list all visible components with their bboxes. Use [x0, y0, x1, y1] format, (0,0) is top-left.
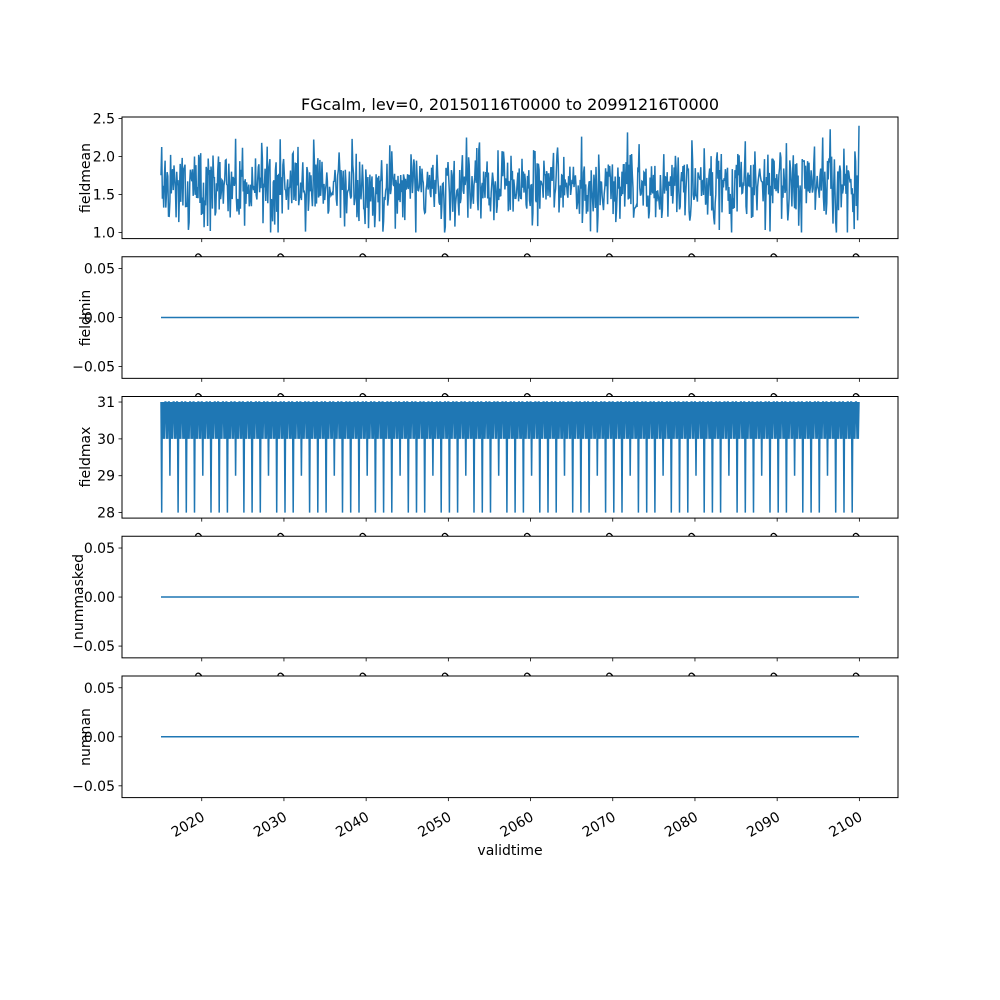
x-tick-label: 2030	[251, 809, 290, 841]
y-tick-label: −0.05	[72, 639, 115, 655]
x-tick-label: 2040	[333, 809, 372, 841]
y-tick-label: 0.00	[84, 311, 115, 327]
y-tick-label: 0.05	[84, 262, 115, 278]
y-tick-label: 28	[97, 506, 115, 522]
y-tick-label: −0.05	[72, 360, 115, 376]
y-tick-label: −0.05	[72, 779, 115, 795]
axes-frame	[121, 535, 899, 659]
y-axis-label-numnan: numnan	[78, 708, 94, 766]
y-tick-label: 2.0	[93, 150, 115, 166]
x-tick-label: 2050	[415, 809, 454, 841]
x-tick-label: 2060	[498, 809, 537, 841]
x-tick-label: 2020	[169, 809, 208, 841]
x-axis-label: validtime	[477, 843, 543, 859]
y-tick-label: 30	[97, 432, 115, 448]
axes-frame	[121, 675, 899, 799]
y-axis-label-nummasked: nummasked	[71, 553, 87, 641]
axes-frame	[121, 256, 899, 379]
x-tick-label: 2090	[744, 809, 783, 841]
y-tick-label: 0.00	[84, 590, 115, 606]
chart-title: FGcalm, lev=0, 20150116T0000 to 20991216…	[300, 95, 719, 114]
y-tick-label: 0.05	[84, 681, 115, 697]
series-line-fieldmean	[160, 125, 860, 233]
x-tick-label: 2080	[662, 809, 701, 841]
x-tick-label: 2070	[580, 809, 619, 841]
axes-frame	[121, 396, 899, 519]
y-tick-label: 2.5	[93, 112, 115, 128]
axes-frame	[121, 116, 899, 240]
y-tick-label: 29	[97, 469, 115, 485]
y-tick-label: 31	[97, 395, 115, 411]
y-tick-label: 0.00	[84, 730, 115, 746]
y-tick-label: 1.5	[93, 188, 115, 204]
y-axis-label-fieldmin: fieldmin	[78, 289, 94, 347]
series-line-fieldmax	[160, 401, 860, 513]
y-axis-label-fieldmean: fieldmean	[78, 143, 94, 213]
y-tick-label: 0.05	[84, 541, 115, 557]
y-tick-label: 1.0	[93, 226, 115, 242]
y-axis-label-fieldmax: fieldmax	[78, 426, 94, 488]
x-tick-label: 2100	[826, 809, 865, 841]
